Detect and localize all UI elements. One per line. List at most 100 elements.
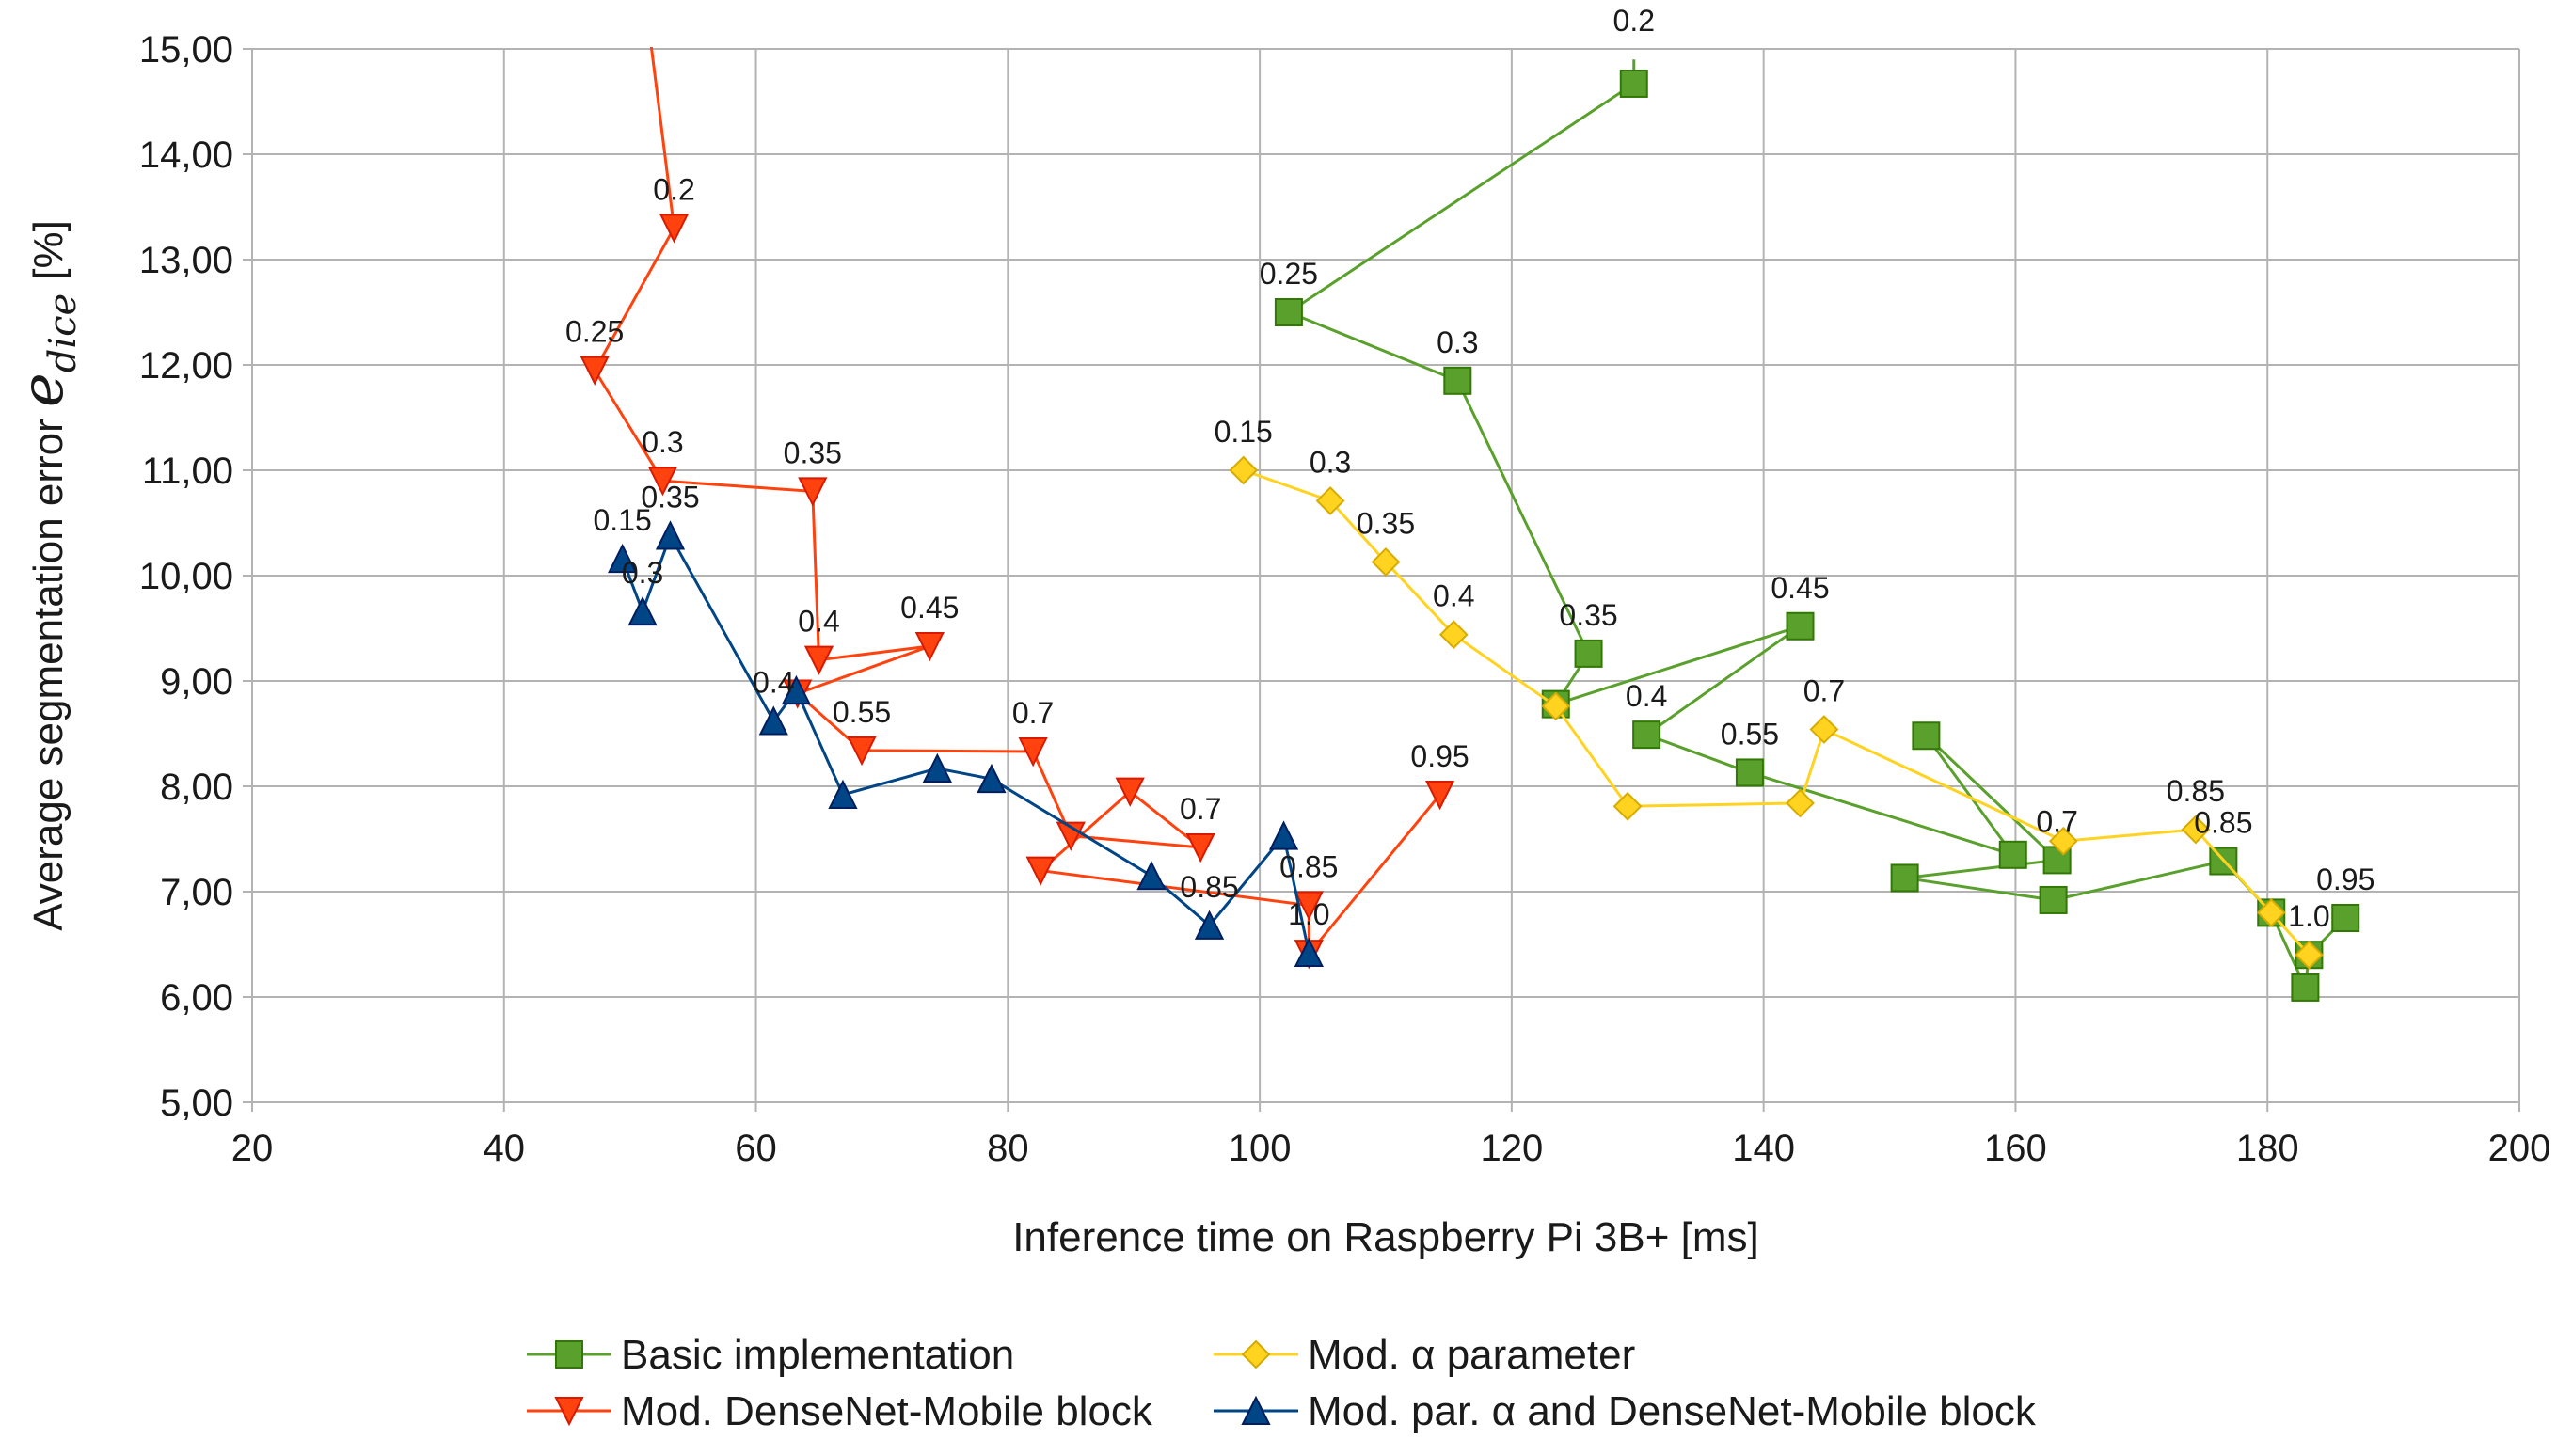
legend-marker	[554, 1397, 584, 1427]
data-point	[803, 645, 834, 675]
x-tick-label: 120	[1481, 1128, 1544, 1169]
x-tick-label: 100	[1229, 1128, 1292, 1169]
data-label: 0.25	[1260, 257, 1318, 291]
data-point	[1632, 720, 1661, 750]
data-point	[781, 674, 812, 705]
data-point	[647, 467, 678, 497]
series-line	[1285, 59, 2347, 993]
data-label: 0.7	[1012, 696, 1054, 730]
data-point	[1115, 777, 1145, 807]
data-label: 0.3	[1310, 445, 1351, 479]
data-point	[2048, 826, 2078, 856]
series-line	[593, 47, 1441, 958]
series-0	[1274, 59, 2360, 1002]
data-point	[977, 763, 1007, 794]
data-label: 0.35	[1559, 598, 1617, 632]
data-point	[2331, 904, 2360, 932]
data-point	[1018, 737, 1048, 768]
data-label: 0.25	[565, 315, 624, 349]
data-point	[1438, 620, 1469, 650]
data-label: 0.35	[641, 480, 699, 514]
y-tick-label: 10,00	[139, 556, 233, 597]
data-point	[758, 705, 788, 736]
data-point	[1371, 547, 1401, 577]
legend-item: Mod. α parameter	[1214, 1332, 1635, 1378]
y-tick-label: 9,00	[160, 661, 233, 703]
legend-item: Mod. DenseNet-Mobile block	[527, 1388, 1153, 1434]
data-label: 0.7	[2036, 804, 2077, 838]
data-point	[1424, 780, 1455, 811]
legend-label: Mod. DenseNet-Mobile block	[621, 1388, 1153, 1434]
legend-marker	[555, 1340, 583, 1369]
data-point	[2181, 815, 2211, 845]
data-label: 0.2	[1613, 4, 1655, 38]
legend-item: Mod. par. α and DenseNet-Mobile block	[1214, 1388, 2037, 1434]
data-label: 0.2	[653, 172, 694, 206]
y-axis-title-subscript: dice	[41, 293, 85, 372]
data-point	[1541, 691, 1571, 721]
data-label: 0.4	[798, 605, 839, 639]
series-layer	[580, 4, 2360, 1002]
legend-marker	[1241, 1339, 1271, 1369]
series-line	[1243, 468, 2311, 957]
data-point	[1574, 639, 1603, 668]
data-point	[1194, 910, 1225, 940]
data-label: 0.85	[1279, 850, 1338, 884]
data-label: 0.4	[1626, 679, 1667, 713]
data-label: 0.85	[2194, 806, 2252, 840]
legend-label: Mod. α parameter	[1308, 1332, 1635, 1378]
data-label: 0.15	[593, 503, 651, 537]
data-point	[1268, 820, 1299, 850]
data-point	[1185, 832, 1215, 863]
data-label: 1.0	[2288, 899, 2329, 933]
data-point	[1315, 486, 1345, 515]
y-tick-label: 15,00	[139, 29, 233, 71]
data-label: 0.4	[1433, 579, 1474, 613]
data-label: 0.55	[833, 695, 891, 729]
data-label: 0.35	[1357, 506, 1415, 540]
x-tick-label: 160	[1984, 1128, 2047, 1169]
series-2	[580, 4, 1455, 970]
data-label: 0.7	[1803, 674, 1845, 708]
legend-label: Basic implementation	[621, 1332, 1014, 1378]
data-point	[1294, 891, 1324, 921]
data-point	[1612, 791, 1643, 821]
data-label: 0.55	[1721, 717, 1779, 751]
x-tick-label: 60	[735, 1128, 777, 1169]
y-tick-label: 8,00	[160, 767, 233, 808]
data-point	[655, 520, 686, 550]
data-label: 1.0	[1288, 897, 1329, 931]
y-tick-label: 12,00	[139, 345, 233, 387]
legend-marker	[1241, 1395, 1271, 1425]
data-point	[1136, 860, 1167, 891]
y-axis-title-unit: [%]	[25, 220, 71, 280]
x-tick-label: 180	[2236, 1128, 2299, 1169]
data-label: 0.3	[1437, 325, 1478, 359]
data-point	[2042, 846, 2072, 875]
data-label: 0.4	[753, 666, 794, 700]
y-tick-label: 6,00	[160, 977, 233, 1019]
data-point	[1443, 366, 1472, 395]
data-label: 0.15	[1215, 415, 1273, 449]
y-tick-label: 7,00	[160, 872, 233, 913]
series-1	[1229, 455, 2324, 970]
data-label: 0.45	[900, 591, 959, 625]
data-point	[1056, 821, 1086, 851]
data-point	[1809, 715, 1839, 744]
data-point	[1998, 840, 2027, 869]
data-point	[1912, 721, 1941, 751]
legend-item: Basic implementation	[527, 1332, 1014, 1378]
data-point	[1786, 788, 1815, 818]
legend: Basic implementation Mod. α parameter Mod.…	[527, 1332, 2037, 1434]
x-tick-label: 200	[2488, 1128, 2551, 1169]
data-point	[634, 4, 660, 30]
x-axis-title: Inference time on Raspberry Pi 3B+ [ms]	[1012, 1214, 1759, 1260]
data-point	[1229, 455, 1259, 485]
x-tick-label: 20	[231, 1128, 274, 1169]
data-label: 0.95	[1410, 739, 1469, 773]
data-label: 0.3	[642, 425, 683, 459]
data-point	[2294, 940, 2324, 970]
data-point	[659, 214, 690, 244]
data-label: 0.35	[784, 435, 842, 469]
data-point	[798, 477, 828, 507]
